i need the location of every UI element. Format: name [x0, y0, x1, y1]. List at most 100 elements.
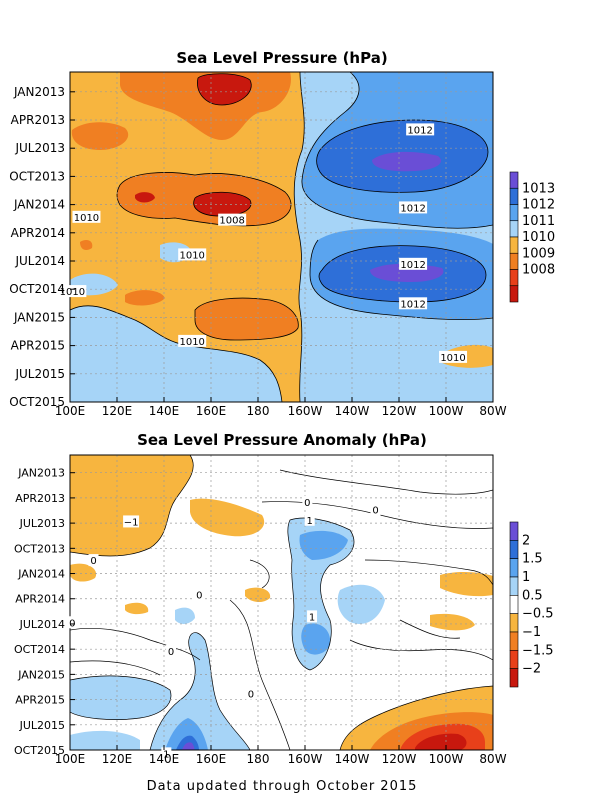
svg-text:−1: −1	[124, 517, 139, 528]
chart1-region-1009d	[195, 298, 299, 340]
svg-text:1012: 1012	[400, 299, 425, 310]
chart2-x-axis: 100E 120E 140E 160E 180 160W 140W 120W 100W 80W	[55, 745, 507, 766]
chart1-region-1008c	[135, 192, 155, 203]
chart2-region-neg1-b	[125, 602, 149, 615]
c2-xtick-label: 100E	[55, 752, 86, 766]
c1-legend-swatch	[509, 285, 519, 303]
chart1-region-1009b	[71, 122, 129, 150]
c2-contour-label: 0	[166, 644, 177, 658]
svg-text:0: 0	[248, 690, 254, 701]
c2-ytick-label: JUL2014	[19, 618, 65, 631]
chart2-y-axis: JAN2013 APR2013 JUL2013 OCT2013 JAN2014 APR20…	[14, 467, 75, 757]
c1-legend-label: 1008	[522, 263, 555, 278]
c1-xtick-label: 120E	[102, 404, 133, 418]
c2-ytick-label: APR2014	[15, 593, 65, 606]
c2-ytick-label: APR2015	[15, 694, 65, 707]
chart2-region-pos1-south	[165, 718, 208, 750]
c2-xtick-label: 120W	[382, 752, 417, 766]
c2-ytick-label: JUL2013	[19, 517, 65, 530]
c2-legend-label: 0.5	[522, 588, 543, 603]
svg-text:1010: 1010	[60, 287, 85, 298]
c1-contour-label: 1008	[218, 213, 247, 227]
svg-text:1: 1	[307, 516, 313, 527]
c2-legend-label: −2	[522, 662, 541, 677]
c1-contour-label: 1010	[58, 285, 87, 298]
c1-legend-swatch	[509, 171, 519, 189]
c1-contour-label: 1010	[439, 350, 468, 364]
chart2-region-neg1-east2	[430, 613, 475, 631]
c2-ytick-label: JAN2013	[17, 467, 65, 480]
c2-legend-swatch	[509, 613, 519, 633]
svg-text:1012: 1012	[400, 260, 425, 271]
chart2-region-neg1-west	[70, 455, 194, 556]
chart1-field	[70, 72, 493, 402]
c2-ytick-label: OCT2015	[14, 744, 65, 757]
c1-ytick-label: JAN2014	[13, 198, 65, 212]
svg-text:0: 0	[90, 556, 96, 567]
c2-legend-swatch	[509, 521, 519, 541]
c2-xtick-label: 140W	[335, 752, 370, 766]
c2-legend-swatch	[509, 595, 519, 614]
c2-ytick-label: APR2013	[15, 492, 65, 505]
chart1-region-1009e	[80, 240, 93, 250]
chart1-region-1008b	[193, 192, 251, 216]
c2-contour-label: 0	[67, 616, 78, 629]
c1-xtick-label: 80W	[479, 404, 506, 418]
c2-xtick-label: 100W	[429, 752, 464, 766]
c1-xtick-label: 180	[247, 404, 270, 418]
chart2-region-pos05-d	[175, 607, 195, 624]
c1-contour-label: 1012	[399, 297, 428, 310]
c1-contour-label: 1010	[178, 334, 207, 348]
c1-ytick-label: JAN2015	[13, 310, 65, 324]
c2-legend-label: −1.5	[522, 643, 554, 658]
c2-legend-label: 1.5	[522, 552, 543, 567]
c2-xtick-label: 180	[247, 752, 270, 766]
c1-xtick-label: 160W	[288, 404, 323, 418]
c2-ytick-label: JUL2015	[19, 719, 65, 732]
c2-legend-swatch	[509, 668, 519, 688]
c1-contour-label: 1010	[72, 210, 101, 224]
chart2-region-pos1-central	[299, 530, 348, 560]
c2-ytick-label: JAN2014	[17, 568, 65, 581]
c2-legend-swatch	[509, 540, 519, 559]
svg-text:0: 0	[196, 591, 202, 602]
c2-xtick-label: 160W	[288, 752, 323, 766]
c1-legend-swatch	[509, 204, 519, 222]
c1-contour-label: 1012	[399, 201, 428, 214]
c1-ytick-label: JUL2014	[14, 254, 65, 268]
c2-contour-label: 1	[307, 610, 318, 623]
c2-legend-label: 1	[522, 570, 530, 585]
chart2-region-neg1-mid	[190, 498, 265, 537]
chart1-x-axis: 100E 120E 140E 160E 180 160W 140W 120W 100W 80W	[55, 397, 507, 418]
c2-ytick-label: OCT2014	[14, 643, 65, 656]
c1-ytick-label: OCT2014	[9, 282, 65, 296]
c1-xtick-label: 140E	[149, 404, 180, 418]
chart1-region-1010-west	[70, 305, 282, 402]
c2-legend-label: −0.5	[522, 607, 554, 622]
c2-contour-label: 0	[302, 496, 313, 509]
c2-legend-swatch	[509, 558, 519, 578]
chart1-region-1009f	[125, 290, 165, 306]
c1-contour-label: 1012	[399, 257, 428, 271]
c2-contour-label: 1	[304, 513, 315, 527]
chart1-title: Sea Level Pressure (hPa)	[176, 49, 387, 67]
chart2-frame	[69, 454, 494, 751]
c1-legend-label: 1011	[522, 214, 555, 229]
c2-legend-label: 2	[522, 533, 530, 548]
c1-ytick-label: JAN2013	[13, 85, 65, 99]
footer-note: Data updated through October 2015	[147, 779, 418, 794]
c2-xtick-label: 80W	[479, 752, 506, 766]
chart1-frame	[69, 71, 494, 403]
c1-contour-label: 1010	[178, 248, 207, 261]
c2-ytick-label: OCT2013	[14, 542, 65, 555]
svg-text:1: 1	[309, 612, 315, 623]
c2-legend-swatch	[509, 576, 519, 596]
c1-ytick-label: JUL2013	[14, 141, 65, 155]
svg-text:1008: 1008	[219, 216, 244, 227]
chart2-gridlines	[70, 455, 493, 750]
c2-legend-label: −1	[522, 625, 541, 640]
c1-legend-swatch	[509, 252, 519, 270]
c2-xtick-label: 120E	[102, 752, 133, 766]
c1-legend-label: 1010	[522, 230, 555, 245]
c2-ytick-label: JAN2015	[17, 668, 65, 681]
